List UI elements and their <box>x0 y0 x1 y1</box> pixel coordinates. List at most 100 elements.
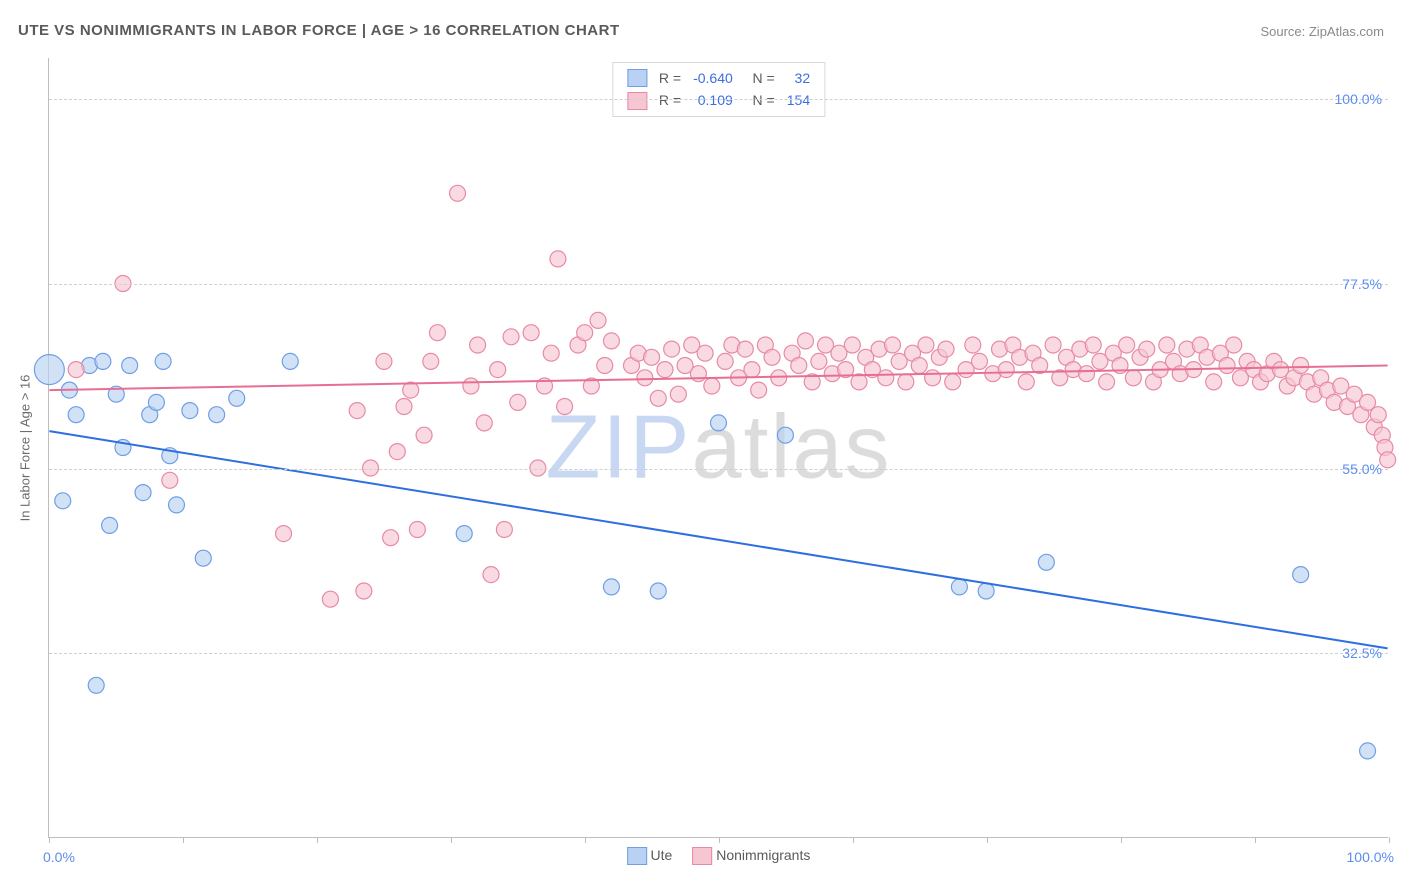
r-label: R = <box>653 67 687 89</box>
x-tick <box>853 837 854 843</box>
legend-label: Ute <box>651 847 673 863</box>
y-axis-label: In Labor Force | Age > 16 <box>18 374 33 521</box>
data-point <box>697 345 713 361</box>
data-point <box>356 583 372 599</box>
data-point <box>884 337 900 353</box>
gridline <box>49 284 1388 285</box>
data-point <box>496 522 512 538</box>
n-value: 154 <box>781 89 816 111</box>
x-tick <box>1255 837 1256 843</box>
data-point <box>229 390 245 406</box>
data-point <box>490 362 506 378</box>
data-point <box>797 333 813 349</box>
y-tick-label: 100.0% <box>1335 91 1382 107</box>
data-point <box>416 427 432 443</box>
data-point <box>1125 370 1141 386</box>
data-point <box>737 341 753 357</box>
data-point <box>409 522 425 538</box>
data-point <box>95 353 111 369</box>
data-point <box>349 403 365 419</box>
data-point <box>68 407 84 423</box>
legend-swatch <box>627 92 647 110</box>
data-point <box>1370 407 1386 423</box>
data-point <box>965 337 981 353</box>
data-point <box>102 517 118 533</box>
n-label: N = <box>739 67 781 89</box>
data-point <box>603 579 619 595</box>
data-point <box>523 325 539 341</box>
data-point <box>396 399 412 415</box>
data-point <box>978 583 994 599</box>
data-point <box>376 353 392 369</box>
data-point <box>704 378 720 394</box>
source-link[interactable]: ZipAtlas.com <box>1309 24 1384 39</box>
data-point <box>811 353 827 369</box>
data-point <box>1293 358 1309 374</box>
gridline <box>49 99 1388 100</box>
data-point <box>1079 366 1095 382</box>
data-point <box>577 325 593 341</box>
x-tick <box>1389 837 1390 843</box>
data-point <box>550 251 566 267</box>
y-tick-label: 32.5% <box>1342 645 1382 661</box>
chart-title: UTE VS NONIMMIGRANTS IN LABOR FORCE | AG… <box>18 22 620 39</box>
data-point <box>1380 452 1396 468</box>
data-point <box>1038 554 1054 570</box>
data-point <box>1219 358 1235 374</box>
n-label: N = <box>739 89 781 111</box>
data-point <box>644 349 660 365</box>
data-point <box>135 485 151 501</box>
data-point <box>476 415 492 431</box>
source-attribution: Source: ZipAtlas.com <box>1260 24 1384 39</box>
data-point <box>898 374 914 390</box>
data-point <box>998 362 1014 378</box>
data-point <box>590 312 606 328</box>
data-point <box>429 325 445 341</box>
legend-item: Nonimmigrants <box>692 847 810 865</box>
n-value: 32 <box>781 67 816 89</box>
r-value: -0.640 <box>687 67 739 89</box>
r-label: R = <box>653 89 687 111</box>
x-tick <box>317 837 318 843</box>
data-point <box>878 370 894 386</box>
legend-label: Nonimmigrants <box>716 847 810 863</box>
data-point <box>1293 567 1309 583</box>
x-tick <box>987 837 988 843</box>
data-point <box>1018 374 1034 390</box>
data-point <box>938 341 954 357</box>
data-point <box>282 353 298 369</box>
data-point <box>276 526 292 542</box>
x-tick <box>49 837 50 843</box>
chart-svg <box>49 58 1388 837</box>
data-point <box>470 337 486 353</box>
data-point <box>543 345 559 361</box>
data-point <box>483 567 499 583</box>
data-point <box>510 394 526 410</box>
data-point <box>1360 743 1376 759</box>
data-point <box>945 374 961 390</box>
data-point <box>777 427 793 443</box>
data-point <box>744 362 760 378</box>
data-point <box>423 353 439 369</box>
x-tick <box>183 837 184 843</box>
data-point <box>34 355 64 385</box>
data-point <box>169 497 185 513</box>
data-point <box>322 591 338 607</box>
data-point <box>1085 337 1101 353</box>
data-point <box>971 353 987 369</box>
data-point <box>1159 337 1175 353</box>
data-point <box>650 583 666 599</box>
legend-stat-row: R =0.109 N =154 <box>621 89 816 111</box>
data-point <box>1119 337 1135 353</box>
legend-stat-row: R =-0.640 N =32 <box>621 67 816 89</box>
x-axis-min-label: 0.0% <box>43 849 75 865</box>
x-tick <box>719 837 720 843</box>
gridline <box>49 653 1388 654</box>
data-point <box>88 677 104 693</box>
data-point <box>162 472 178 488</box>
data-point <box>911 358 927 374</box>
x-axis-max-label: 100.0% <box>1347 849 1394 865</box>
data-point <box>1099 374 1115 390</box>
data-point <box>951 579 967 595</box>
data-point <box>463 378 479 394</box>
